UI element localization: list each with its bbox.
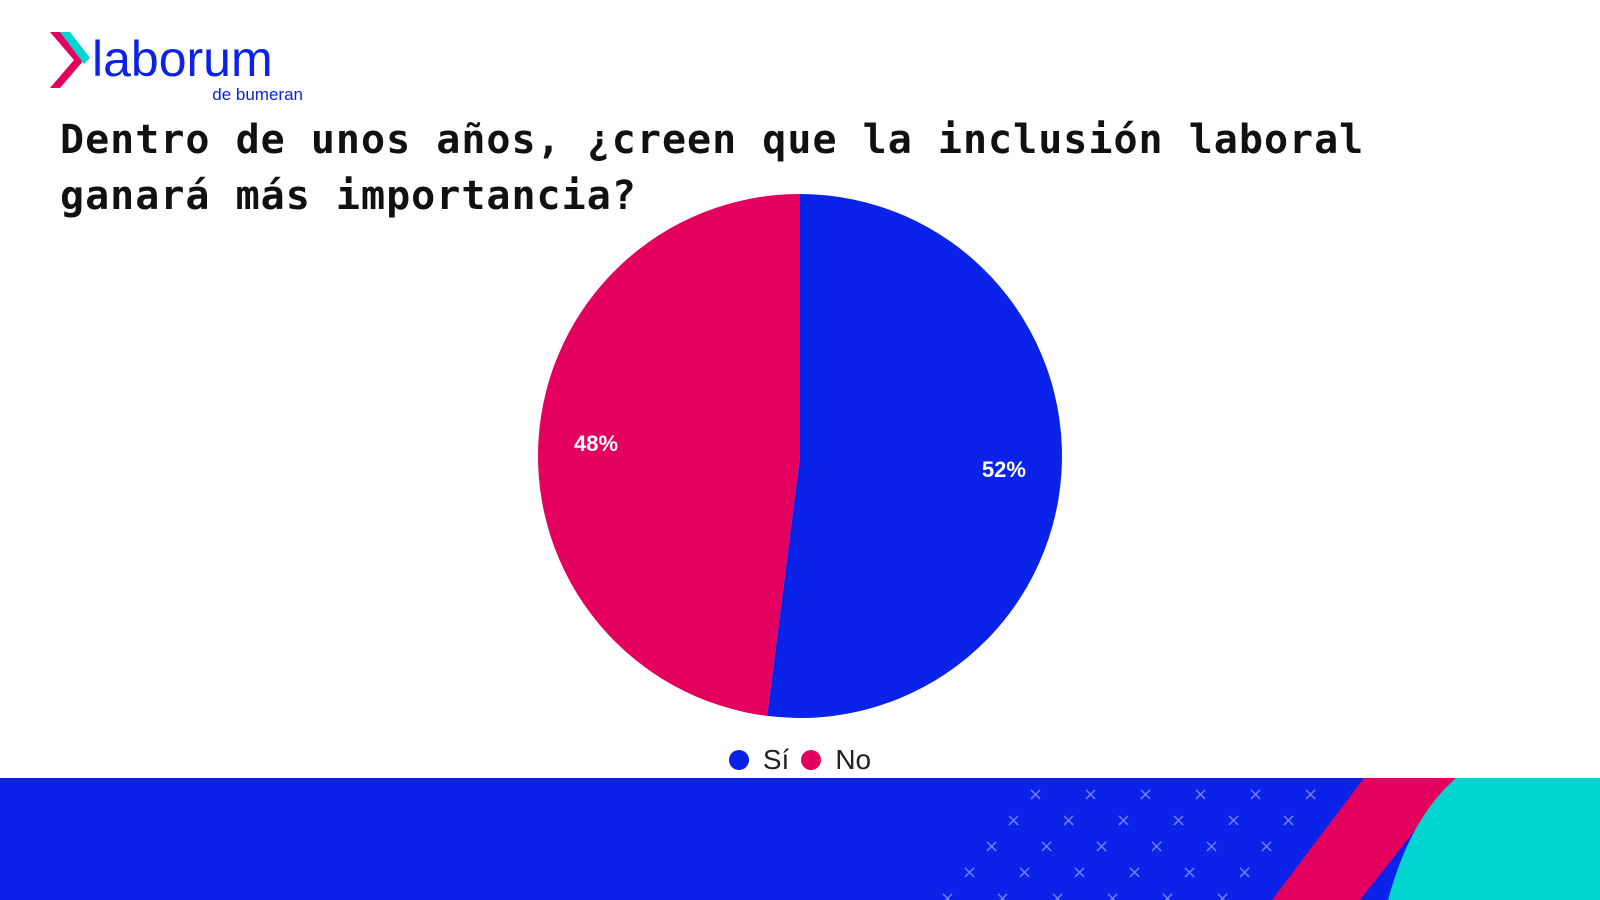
x-mark-icon: × (1248, 784, 1263, 805)
x-mark-icon: × (1017, 862, 1032, 883)
x-mark-icon: × (995, 888, 1010, 900)
x-mark-icon: × (1039, 836, 1054, 857)
slice-value-label: 52% (982, 457, 1026, 482)
x-mark-icon: × (940, 888, 955, 900)
x-mark-icon: × (1105, 888, 1120, 900)
x-mark-icon: × (962, 862, 977, 883)
x-mark-icon: × (1215, 888, 1230, 900)
footer-banner: × × × × × × × × × × × × × × × × × × × × × × × × × × × × × × (0, 778, 1600, 900)
x-mark-icon: × (1138, 784, 1153, 805)
footer-teal-shape (1388, 778, 1600, 900)
arrow-logo-icon (50, 32, 84, 88)
x-mark-icon: × (1303, 784, 1318, 805)
legend-dot-icon (801, 750, 822, 770)
x-mark-icon: × (984, 836, 999, 857)
brand-tagline: de bumeran (212, 85, 303, 104)
x-mark-icon: × (1061, 810, 1076, 831)
legend-label: No (835, 744, 872, 775)
x-mark-icon: × (1193, 784, 1208, 805)
chart-legend: Sí No (0, 740, 1600, 780)
x-mark-icon: × (1281, 810, 1296, 831)
arrow-logo-accent (60, 32, 90, 64)
x-mark-icon: × (1116, 810, 1131, 831)
slice-value-label: 48% (574, 431, 618, 456)
laborum-logo: laborum de bumeran (50, 31, 303, 104)
question-title: Dentro de unos años, ¿creen que la inclu… (60, 117, 1365, 219)
x-mark-icon: × (1006, 810, 1021, 831)
x-mark-icon: × (1182, 862, 1197, 883)
x-mark-icon: × (1259, 836, 1274, 857)
x-mark-icon: × (1028, 784, 1043, 805)
pie-slice-si (767, 194, 1062, 718)
x-mark-icon: × (1050, 888, 1065, 900)
legend-label: Sí (762, 744, 790, 775)
legend-item: No (801, 744, 871, 776)
x-mark-icon: × (1226, 810, 1241, 831)
x-mark-icon: × (1204, 836, 1219, 857)
legend-item: Sí (728, 744, 790, 776)
x-mark-icon: × (1171, 810, 1186, 831)
brand-name: laborum (92, 31, 273, 87)
footer-pink-stripe (1272, 778, 1456, 900)
x-mark-icon: × (1127, 862, 1142, 883)
x-pattern-icon: × × × × × × × × × × × × × × × × × × × × × × × × × × × × × × (940, 784, 1318, 900)
x-mark-icon: × (1094, 836, 1109, 857)
legend-dot-icon (728, 750, 749, 770)
x-mark-icon: × (1083, 784, 1098, 805)
pie-slice-no (537, 194, 800, 716)
x-mark-icon: × (1149, 836, 1164, 857)
x-mark-icon: × (1237, 862, 1252, 883)
x-mark-icon: × (1160, 888, 1175, 900)
x-mark-icon: × (1072, 862, 1087, 883)
